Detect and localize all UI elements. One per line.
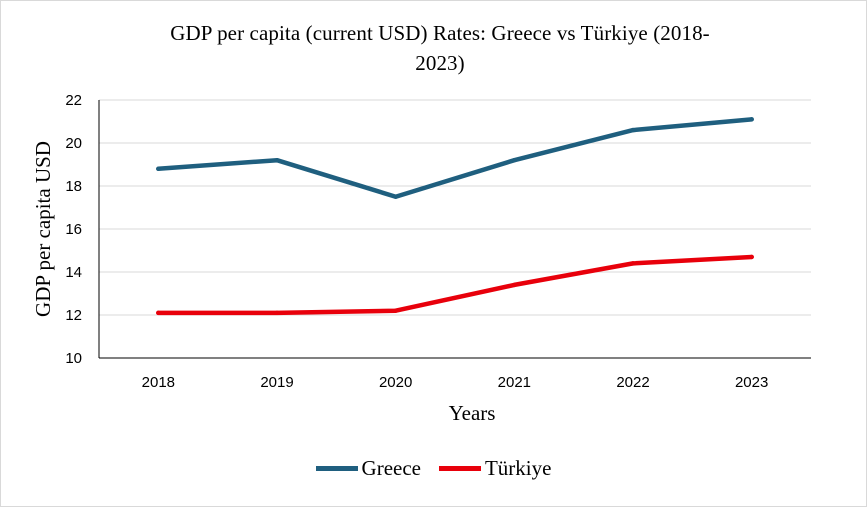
data-point-t-rkiye-2021 <box>512 282 517 288</box>
y-axis-title: GDP per capita USD <box>31 141 55 317</box>
y-tick-label-18: 18 <box>65 178 82 195</box>
data-point-t-rkiye-2019 <box>274 310 280 316</box>
legend-label-turkiye: Türkiye <box>484 456 552 480</box>
x-tick-label-2020: 2020 <box>379 374 412 391</box>
legend: Greece Türkiye <box>0 456 867 481</box>
legend-swatch-greece <box>315 466 358 471</box>
x-tick-label-2023: 2023 <box>735 374 768 391</box>
x-axis-title: Years <box>449 401 496 425</box>
data-point-greece-2022 <box>630 127 636 133</box>
chart-title: GDP per capita (current USD) Rates: Gree… <box>110 18 770 78</box>
legend-item-turkiye: Türkiye <box>438 456 552 481</box>
x-tick-labels: 2018 2019 2020 2021 2022 2023 <box>142 374 769 391</box>
data-point-t-rkiye-2018 <box>156 310 161 316</box>
axes <box>98 100 811 359</box>
data-point-greece-2020 <box>393 194 398 199</box>
y-tick-label-16: 16 <box>65 221 82 238</box>
legend-swatch-turkiye <box>438 466 481 471</box>
x-tick-label-2022: 2022 <box>616 374 649 391</box>
series-line-t-rkiye <box>156 254 754 316</box>
y-tick-labels: 10 12 14 16 18 20 22 <box>65 92 82 367</box>
data-point-t-rkiye-2023 <box>749 254 754 260</box>
data-point-t-rkiye-2022 <box>630 261 636 266</box>
data-point-greece-2021 <box>512 158 517 163</box>
y-tick-label-22: 22 <box>65 92 82 109</box>
chart-title-line-2: 2023) <box>415 51 465 75</box>
y-tick-label-14: 14 <box>65 264 82 281</box>
data-point-greece-2018 <box>156 166 161 171</box>
x-tick-label-2019: 2019 <box>260 374 293 391</box>
x-tick-label-2018: 2018 <box>142 374 175 391</box>
x-tick-label-2021: 2021 <box>498 374 531 391</box>
series-lines <box>156 117 754 316</box>
legend-label-greece: Greece <box>361 456 421 480</box>
chart-title-line-1: GDP per capita (current USD) Rates: Gree… <box>170 21 710 45</box>
y-tick-label-20: 20 <box>65 135 82 152</box>
data-point-t-rkiye-2020 <box>393 308 398 313</box>
y-tick-label-10: 10 <box>65 350 82 367</box>
series-line-greece <box>156 117 754 199</box>
legend-item-greece: Greece <box>315 456 421 481</box>
data-point-greece-2023 <box>749 117 754 122</box>
y-tick-label-12: 12 <box>65 307 82 324</box>
gridlines <box>99 99 811 316</box>
data-point-greece-2019 <box>274 158 280 163</box>
